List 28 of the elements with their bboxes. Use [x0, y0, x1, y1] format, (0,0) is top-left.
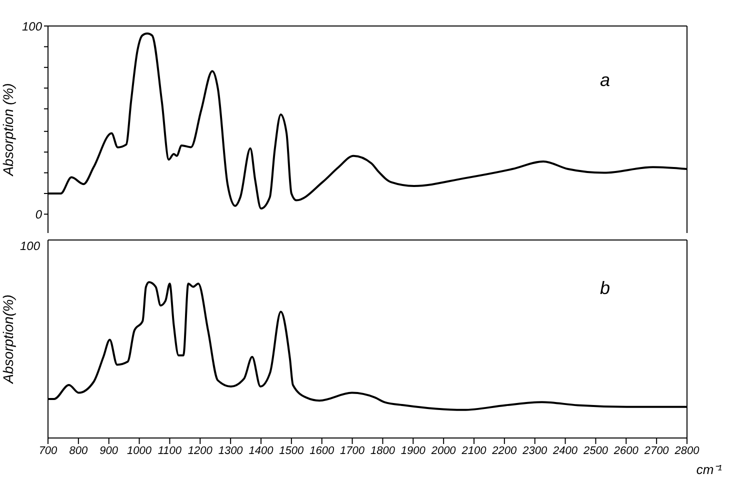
x-tick-label: 2600 — [612, 444, 640, 457]
x-tick-label: 2500 — [582, 444, 609, 457]
x-tick-label: 2800 — [674, 444, 700, 457]
x-tick-label: 2200 — [491, 444, 518, 457]
x-tick-label: 1300 — [218, 444, 244, 457]
x-tick-label: 2700 — [643, 444, 670, 457]
y-axis-title: Absorption (%) — [0, 83, 16, 177]
x-tick-label: 1600 — [310, 444, 335, 457]
x-tick-label: 1100 — [158, 444, 182, 457]
x-tick-label: 1700 — [340, 444, 366, 457]
x-tick-label: 900 — [100, 444, 119, 457]
x-tick-label: 800 — [69, 444, 88, 457]
y-tick-label: 0 — [35, 207, 42, 222]
x-tick-label: 700 — [38, 444, 58, 457]
x-tick-label: 2000 — [430, 444, 457, 457]
x-tick-label: 1900 — [400, 444, 426, 457]
x-tick-label: 2300 — [522, 444, 548, 457]
x-axis-title: cm⁻¹ — [696, 461, 722, 478]
annotation: b — [600, 278, 610, 299]
annotation: a — [600, 70, 610, 91]
x-tick-label: 1800 — [370, 444, 396, 457]
x-tick-label: 1000 — [127, 444, 152, 457]
x-tick-label: 1500 — [279, 444, 305, 457]
x-tick-label: 2400 — [552, 444, 578, 457]
x-tick-label: 1200 — [188, 444, 214, 457]
x-tick-label: 2100 — [460, 444, 488, 457]
x-tick-label: 1400 — [248, 444, 274, 457]
y-axis-title: Absorption(%) — [0, 294, 16, 384]
